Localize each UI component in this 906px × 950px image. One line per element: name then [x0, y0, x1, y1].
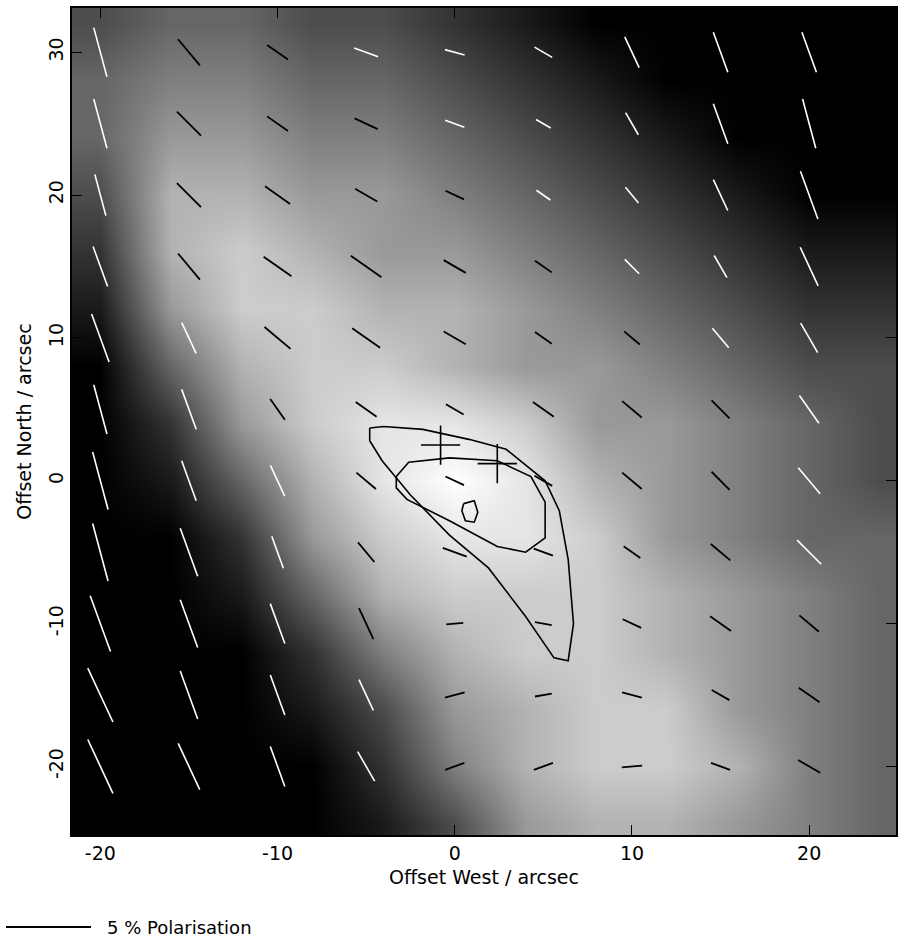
svg-text:-10: -10	[262, 842, 293, 864]
svg-text:Offset North / arcsec: Offset North / arcsec	[13, 323, 35, 519]
svg-text:20: 20	[45, 180, 67, 204]
svg-text:5 % Polarisation: 5 % Polarisation	[107, 917, 252, 938]
svg-text:0: 0	[449, 842, 461, 864]
svg-text:10: 10	[45, 323, 67, 347]
svg-text:10: 10	[620, 842, 644, 864]
svg-text:0: 0	[45, 472, 67, 484]
svg-text:-10: -10	[45, 605, 67, 636]
svg-text:-20: -20	[85, 842, 116, 864]
svg-text:Offset West / arcsec: Offset West / arcsec	[389, 866, 579, 888]
svg-text:-20: -20	[45, 748, 67, 779]
svg-text:30: 30	[45, 37, 67, 61]
svg-text:20: 20	[797, 842, 821, 864]
